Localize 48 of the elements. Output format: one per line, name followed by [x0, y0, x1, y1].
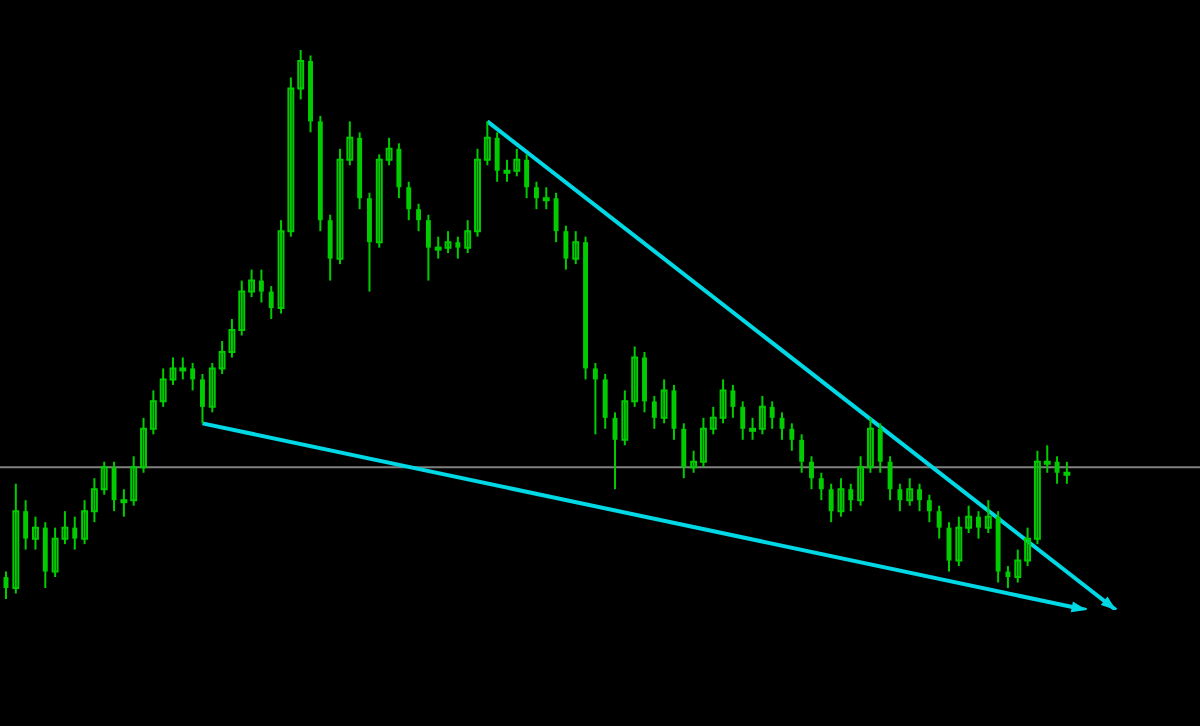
candlestick [936, 504, 942, 540]
candlestick [897, 482, 903, 513]
candlestick [416, 202, 422, 233]
candlestick [258, 268, 264, 304]
candlestick [818, 471, 824, 502]
candlestick [592, 361, 598, 436]
candlestick [906, 477, 914, 507]
candlestick [23, 499, 29, 551]
candlestick [681, 422, 687, 480]
candlestick [642, 350, 647, 414]
candlestick [494, 131, 500, 183]
candlestick [877, 422, 883, 474]
candlestick [406, 180, 412, 222]
candlestick [809, 455, 814, 491]
candlestick [887, 455, 893, 502]
candlestick [1063, 460, 1071, 485]
candlestick [917, 482, 922, 513]
candlestick [563, 224, 569, 271]
candlestick [200, 372, 205, 425]
candlestick [42, 521, 48, 590]
candlestick [789, 422, 795, 452]
candlestick [327, 213, 333, 282]
candlestick [533, 180, 539, 211]
candlestick [542, 186, 550, 211]
candlestick [1005, 565, 1011, 590]
candlestick [651, 394, 657, 430]
candlestick [799, 433, 805, 474]
candlestick [32, 515, 39, 551]
candlestick [524, 153, 530, 200]
candlestick [926, 493, 932, 524]
candlestick [572, 230, 580, 266]
candlestick [425, 213, 431, 282]
candlestick [72, 515, 78, 551]
candlestick [190, 361, 196, 392]
candlestick [848, 482, 854, 513]
candlestick [984, 499, 992, 535]
candlestick [740, 400, 746, 441]
candlestick [367, 191, 372, 293]
candlestick [268, 285, 274, 321]
candlestick [12, 482, 20, 595]
candlestick [837, 477, 845, 518]
candlestick [769, 400, 775, 430]
candlestick [660, 378, 668, 425]
candlestick [602, 372, 608, 430]
candlestick [455, 235, 461, 260]
candlestick [828, 482, 834, 524]
candlestick [553, 191, 559, 244]
candlestick [976, 510, 981, 540]
